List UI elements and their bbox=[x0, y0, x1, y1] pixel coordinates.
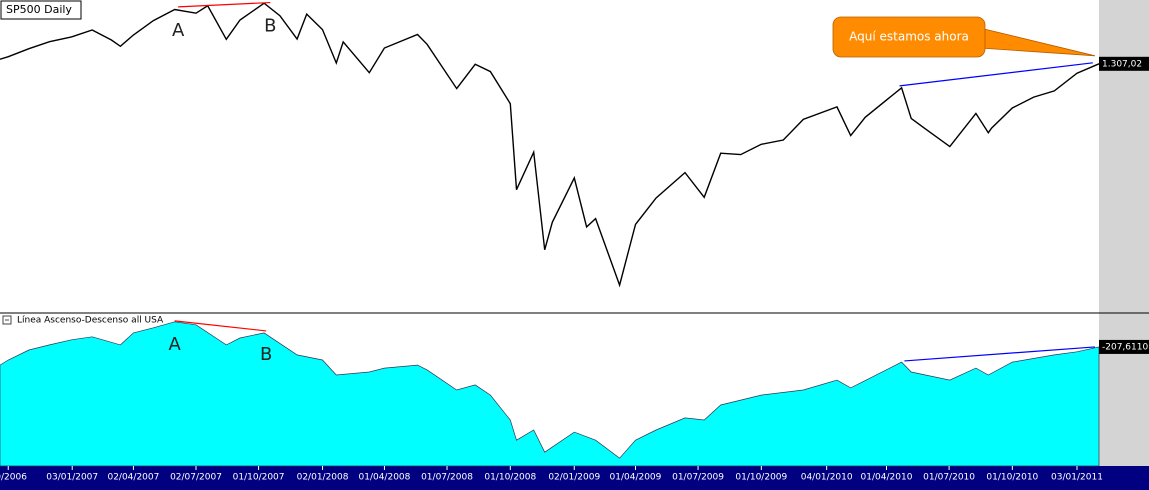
price-label-box bbox=[1099, 56, 1149, 71]
x-tick-label: 10/2006 bbox=[0, 473, 27, 483]
x-tick-label: 01/07/2010 bbox=[923, 473, 975, 483]
x-tick-label: 01/07/2009 bbox=[672, 473, 724, 483]
price-label: 1.307,02 bbox=[1099, 56, 1149, 71]
title-box bbox=[0, 0, 82, 20]
x-tick-label: 01/10/2010 bbox=[986, 473, 1038, 483]
x-tick-label: 02/01/2009 bbox=[548, 473, 600, 483]
x-tick-label: 03/01/2011 bbox=[1051, 473, 1103, 483]
x-tick-label: 02/07/2007 bbox=[170, 473, 222, 483]
price-label: -207,6110K bbox=[1099, 339, 1149, 354]
annotation-label: B bbox=[264, 16, 276, 37]
price-label-box bbox=[1099, 339, 1149, 354]
trend-line bbox=[904, 346, 1095, 362]
callout-text: Aquí estamos ahora bbox=[849, 30, 969, 44]
annotation-label: A bbox=[172, 20, 185, 41]
annotation-label: A bbox=[169, 334, 182, 355]
x-tick-label: 01/04/2009 bbox=[610, 473, 662, 483]
x-tick-label: 01/10/2007 bbox=[233, 473, 285, 483]
price-scale bbox=[1099, 0, 1149, 466]
x-tick-label: 02/01/2008 bbox=[297, 473, 349, 483]
trend-line bbox=[174, 320, 267, 332]
x-tick-label: 01/04/2008 bbox=[359, 473, 411, 483]
annotation-label: B bbox=[260, 344, 272, 365]
trend-line bbox=[899, 62, 1093, 87]
price-label-text: 1.307,02 bbox=[1102, 59, 1142, 69]
x-tick-label: 01/04/2010 bbox=[861, 473, 913, 483]
area bbox=[0, 321, 1100, 467]
x-tick-label: 04/01/2010 bbox=[801, 473, 853, 483]
panel-title: Línea Ascenso-Descenso all USA bbox=[17, 316, 164, 326]
x-tick-label: 01/10/2008 bbox=[484, 473, 536, 483]
price-line bbox=[0, 2, 1100, 288]
x-tick-label: 01/10/2009 bbox=[735, 473, 787, 483]
x-tick-label: 03/01/2007 bbox=[46, 473, 98, 483]
trend-line bbox=[178, 1, 271, 8]
x-tick-label: 02/04/2007 bbox=[107, 473, 159, 483]
callout-box bbox=[832, 16, 986, 58]
x-tick-label: 01/07/2008 bbox=[421, 473, 473, 483]
price-label-text: -207,6110K bbox=[1102, 342, 1149, 352]
chart-title: SP500 Daily bbox=[6, 3, 72, 16]
